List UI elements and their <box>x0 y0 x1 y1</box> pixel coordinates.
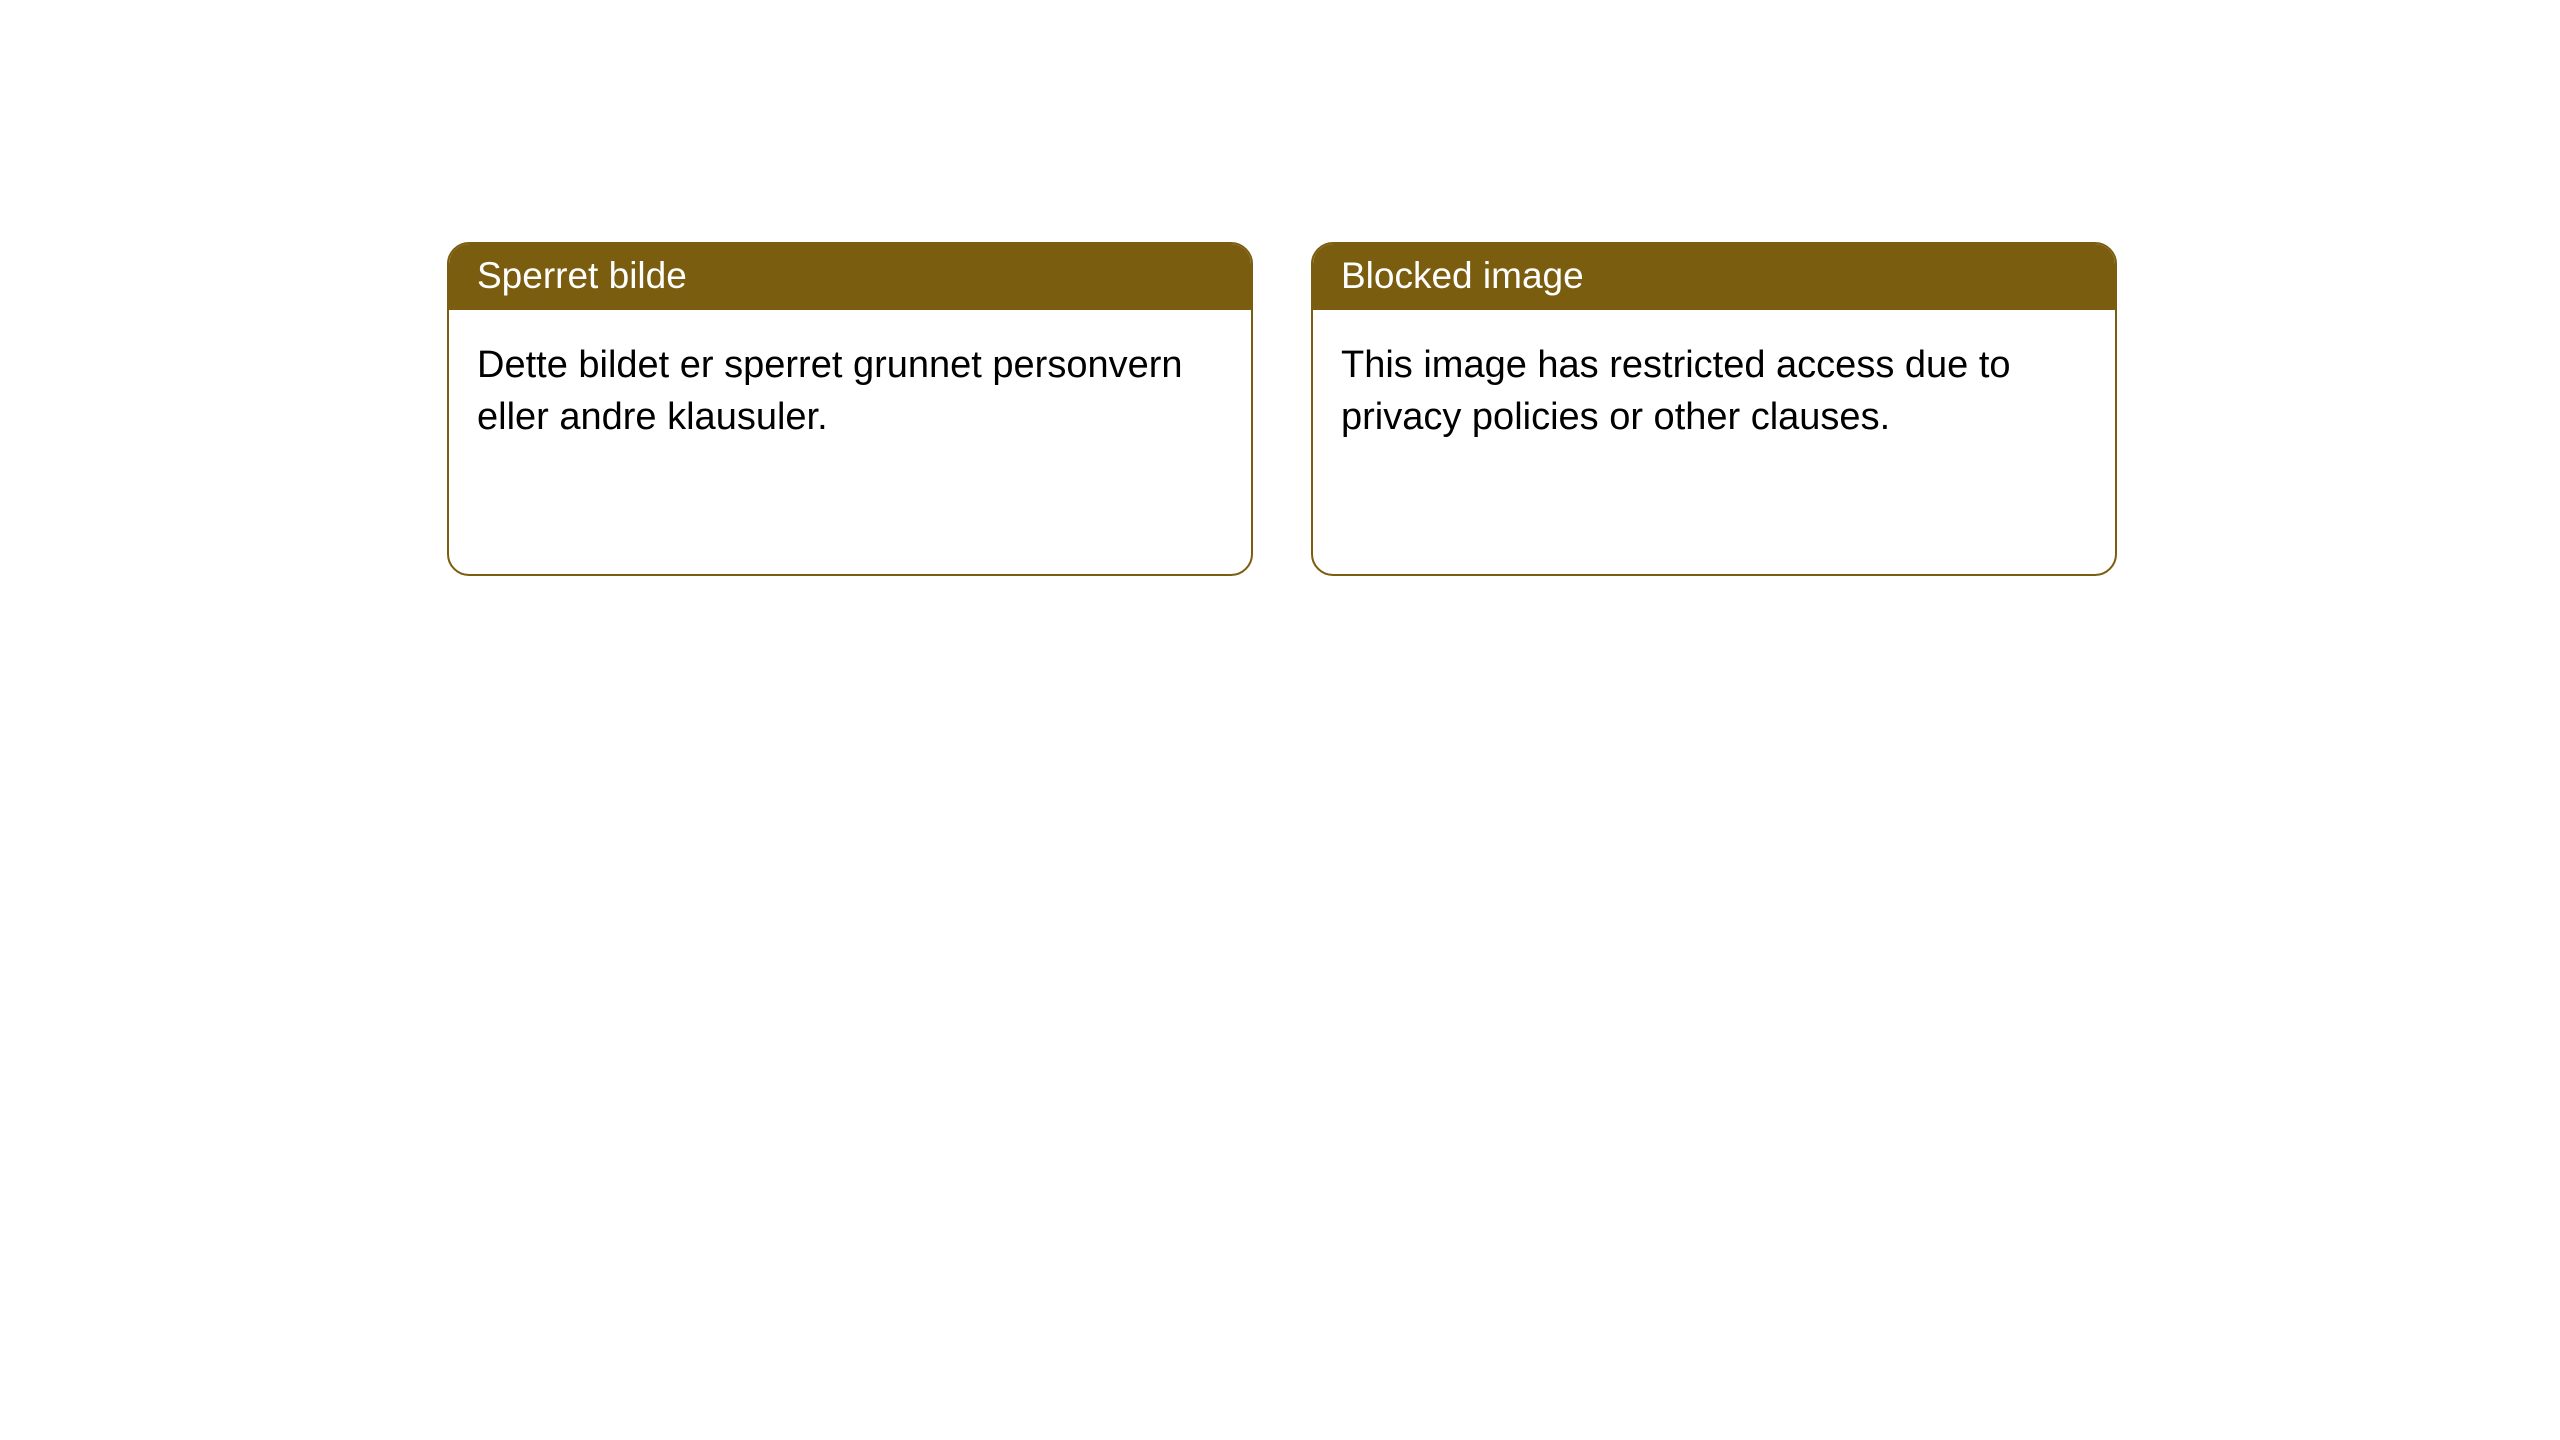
card-header-norwegian: Sperret bilde <box>449 244 1251 310</box>
card-english: Blocked image This image has restricted … <box>1311 242 2117 576</box>
blocked-image-cards: Sperret bilde Dette bildet er sperret gr… <box>447 242 2117 576</box>
card-body-english: This image has restricted access due to … <box>1313 310 2115 473</box>
card-header-english: Blocked image <box>1313 244 2115 310</box>
card-body-norwegian: Dette bildet er sperret grunnet personve… <box>449 310 1251 473</box>
card-norwegian: Sperret bilde Dette bildet er sperret gr… <box>447 242 1253 576</box>
